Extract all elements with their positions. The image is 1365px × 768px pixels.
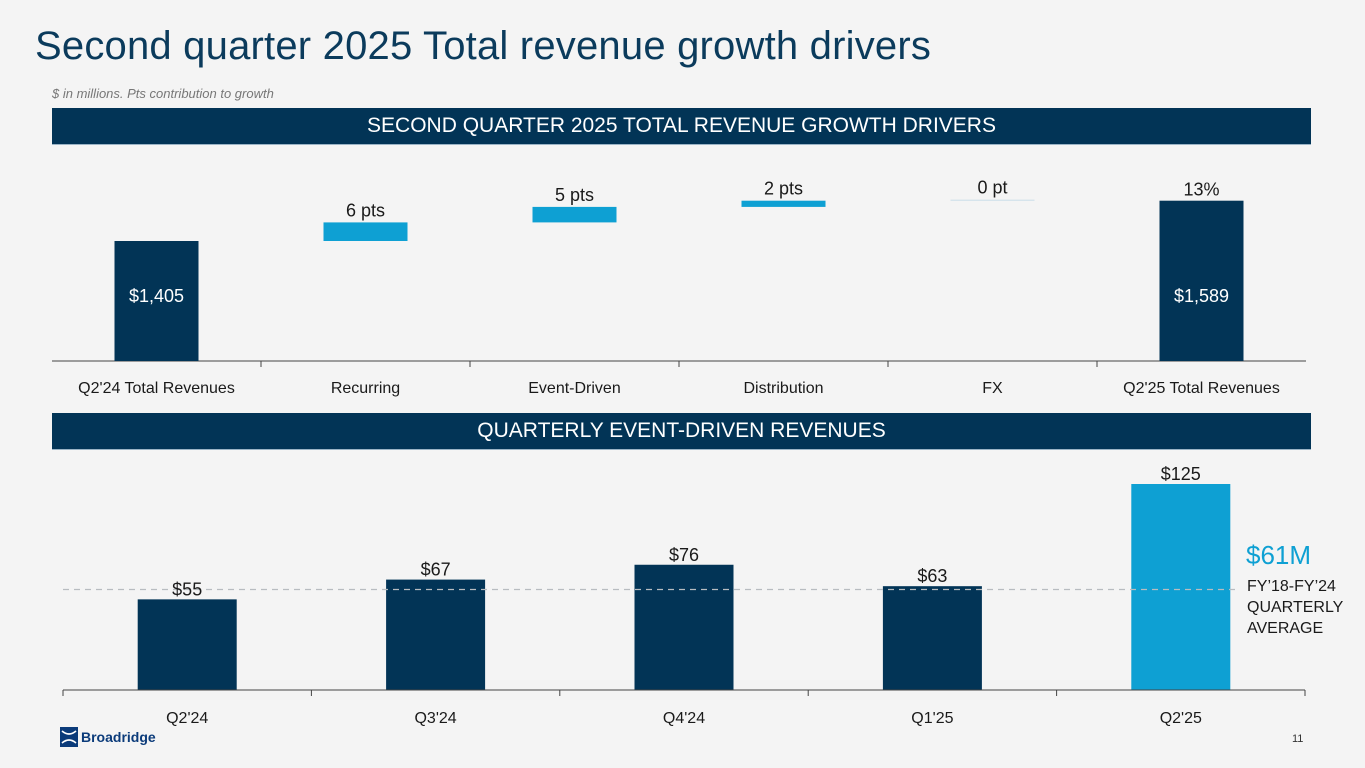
average-line-1: FY’18-FY’24 xyxy=(1247,578,1336,595)
total-bar-value-label: $1,589 xyxy=(1174,286,1229,306)
x-tick-label: Q2'24 Total Revenues xyxy=(78,380,235,397)
x-tick-label: Q3'24 xyxy=(414,710,456,727)
growth-delta-bar xyxy=(532,206,617,223)
x-tick-label: Distribution xyxy=(743,380,823,397)
x-tick-label: Q4'24 xyxy=(663,710,705,727)
event-driven-chart: $55 Q2'24 $67 Q3'24 $76 Q4'24 $63 Q1'25 $125 Q2'2… xyxy=(62,464,1306,727)
event-revenue-value-label: $63 xyxy=(917,566,947,586)
average-value: $61M xyxy=(1246,540,1312,570)
event-revenue-value-label: $55 xyxy=(172,579,202,599)
x-tick-label: Q2'25 xyxy=(1160,710,1202,727)
x-tick-label: Recurring xyxy=(331,380,400,397)
average-line-3: AVERAGE xyxy=(1247,620,1324,637)
total-bar-value-label: $1,405 xyxy=(129,286,184,306)
growth-delta-label: 5 pts xyxy=(555,185,594,205)
section-header-growth-drivers: SECOND QUARTER 2025 TOTAL REVENUE GROWTH… xyxy=(52,108,1311,145)
average-line-2: QUARTERLY xyxy=(1247,599,1344,616)
event-revenue-bar xyxy=(634,564,734,690)
total-bar xyxy=(114,241,199,361)
growth-delta-bar xyxy=(741,200,826,207)
growth-delta-label: 0 pt xyxy=(977,178,1007,198)
event-revenue-value-label: $125 xyxy=(1161,464,1201,484)
growth-delta-label: 6 pts xyxy=(346,200,385,220)
x-tick-label: Q1'25 xyxy=(911,710,953,727)
event-revenue-bar xyxy=(386,579,486,690)
page-number: 11 xyxy=(1292,733,1304,745)
x-tick-label: Q2'25 Total Revenues xyxy=(1123,380,1280,397)
growth-delta-label: 2 pts xyxy=(764,179,803,199)
broadridge-logo-text: Broadridge xyxy=(81,729,156,745)
event-revenue-bar xyxy=(882,586,982,690)
x-tick-label: Event-Driven xyxy=(528,380,620,397)
total-bar xyxy=(1159,200,1244,361)
x-tick-label: Q2'24 xyxy=(166,710,208,727)
broadridge-logo: Broadridge xyxy=(60,727,156,747)
event-revenue-value-label: $76 xyxy=(669,545,699,565)
x-tick-label: FX xyxy=(982,380,1003,397)
event-revenue-bar xyxy=(137,599,237,690)
growth-delta-bar xyxy=(323,222,408,241)
event-revenue-bar xyxy=(1131,484,1231,690)
page-title: Second quarter 2025 Total revenue growth… xyxy=(35,24,932,68)
growth-total-label: 13% xyxy=(1183,180,1219,200)
average-description: FY’18-FY’24 QUARTERLY AVERAGE xyxy=(1247,576,1343,639)
broadridge-logo-icon xyxy=(60,727,78,747)
growth-delta-bar xyxy=(950,199,1035,201)
section-header-event-driven: QUARTERLY EVENT-DRIVEN REVENUES xyxy=(52,413,1311,450)
event-revenue-value-label: $67 xyxy=(421,560,451,580)
units-subtitle: $ in millions. Pts contribution to growt… xyxy=(52,86,274,101)
waterfall-chart: Q2'24 Total Revenues $1,405 Recurring 6 pts… xyxy=(52,178,1306,397)
